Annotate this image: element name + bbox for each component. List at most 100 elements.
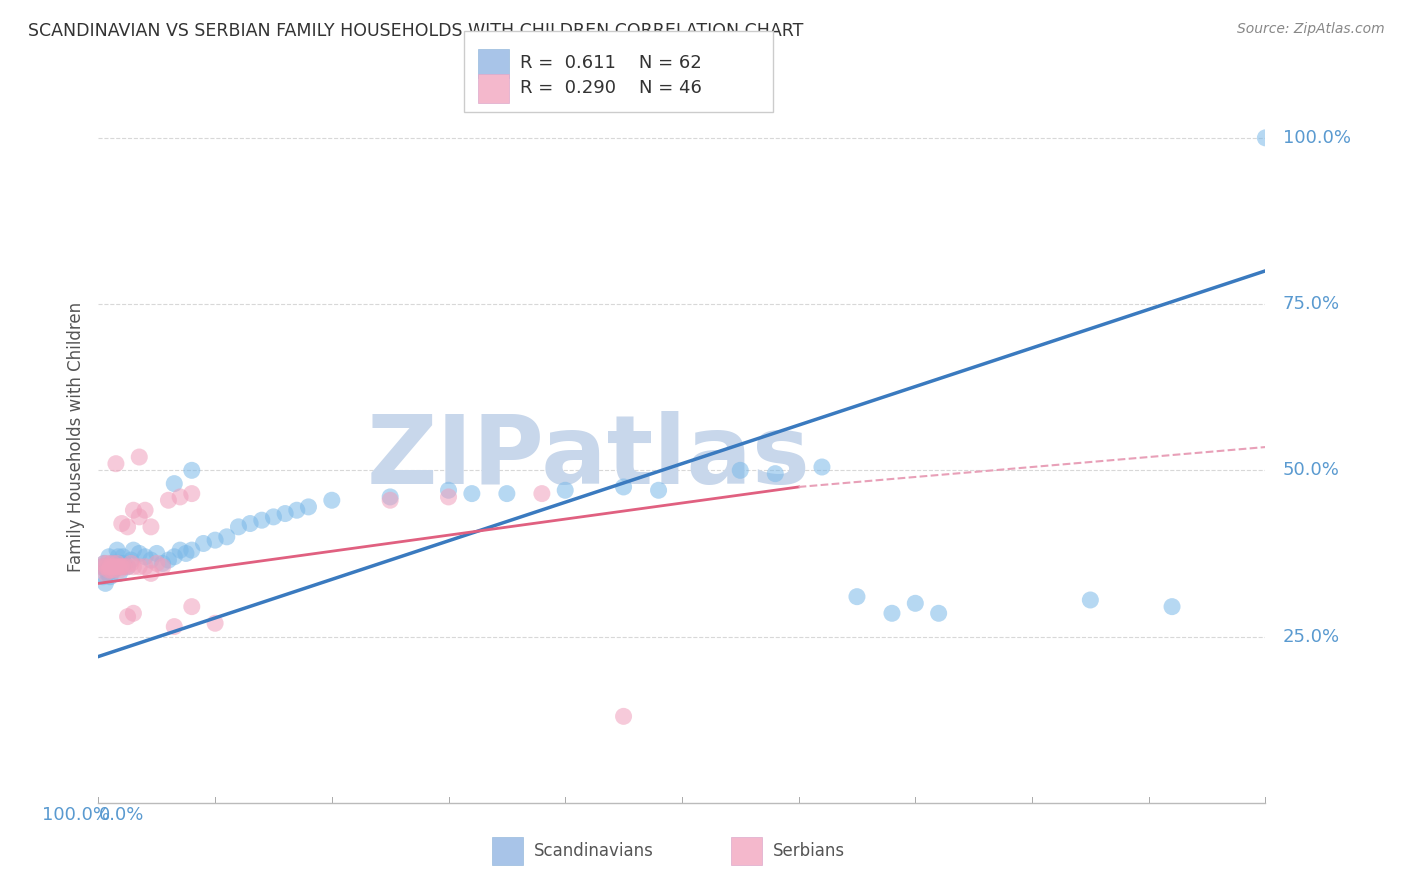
Point — [146, 557, 169, 571]
Point — [128, 509, 150, 524]
Point — [134, 503, 156, 517]
Text: 25.0%: 25.0% — [1282, 628, 1340, 646]
Point — [122, 543, 145, 558]
Point — [380, 490, 402, 504]
Point — [904, 596, 927, 610]
Point — [105, 557, 128, 571]
Point — [104, 557, 127, 571]
Point — [100, 557, 122, 571]
Point — [169, 543, 191, 558]
Point — [112, 559, 135, 574]
Point — [128, 546, 150, 560]
Point — [96, 563, 118, 577]
Point — [110, 557, 132, 571]
Point — [163, 476, 186, 491]
Point — [108, 563, 131, 577]
Text: Source: ZipAtlas.com: Source: ZipAtlas.com — [1237, 22, 1385, 37]
Point — [94, 566, 117, 581]
Point — [763, 467, 786, 481]
Point — [97, 563, 120, 577]
Text: 50.0%: 50.0% — [1282, 461, 1340, 479]
Point — [1254, 131, 1277, 145]
Point — [811, 460, 834, 475]
Point — [612, 480, 634, 494]
Point — [647, 483, 669, 498]
Point — [174, 546, 197, 560]
Point — [117, 559, 139, 574]
Point — [101, 557, 124, 571]
Point — [104, 559, 127, 574]
Point — [107, 559, 129, 574]
Text: 100.0%: 100.0% — [42, 806, 110, 824]
Point — [239, 516, 262, 531]
Point — [122, 503, 145, 517]
Point — [93, 557, 115, 571]
Point — [169, 490, 191, 504]
Point — [180, 599, 202, 614]
Text: 75.0%: 75.0% — [1282, 295, 1340, 313]
Point — [97, 566, 120, 581]
Point — [163, 549, 186, 564]
Point — [730, 463, 752, 477]
Point — [117, 520, 139, 534]
Point — [117, 609, 139, 624]
Point — [139, 520, 162, 534]
Point — [157, 553, 180, 567]
Point — [111, 516, 134, 531]
Point — [880, 607, 903, 621]
Point — [111, 559, 134, 574]
Point — [111, 549, 134, 564]
Point — [103, 559, 125, 574]
Point — [285, 503, 308, 517]
Point — [461, 486, 484, 500]
Text: R =  0.290    N = 46: R = 0.290 N = 46 — [520, 79, 702, 97]
Point — [437, 490, 460, 504]
Point — [112, 557, 135, 571]
Point — [215, 530, 238, 544]
Point — [117, 559, 139, 574]
Text: 0.0%: 0.0% — [98, 806, 143, 824]
Point — [204, 533, 226, 548]
Point — [204, 616, 226, 631]
Point — [90, 559, 112, 574]
Point — [104, 559, 127, 574]
Point — [157, 493, 180, 508]
Point — [134, 549, 156, 564]
Point — [91, 570, 114, 584]
Point — [90, 559, 112, 574]
Point — [94, 576, 117, 591]
Point — [152, 557, 174, 571]
Point — [530, 486, 553, 500]
Point — [104, 457, 127, 471]
Point — [128, 450, 150, 464]
Text: SCANDINAVIAN VS SERBIAN FAMILY HOUSEHOLDS WITH CHILDREN CORRELATION CHART: SCANDINAVIAN VS SERBIAN FAMILY HOUSEHOLD… — [28, 22, 803, 40]
Point — [163, 619, 186, 633]
Point — [93, 557, 115, 571]
Point — [107, 549, 129, 564]
Point — [97, 549, 120, 564]
Point — [134, 559, 156, 574]
Point — [122, 559, 145, 574]
Point — [103, 563, 125, 577]
Point — [612, 709, 634, 723]
Point — [228, 520, 250, 534]
Point — [846, 590, 869, 604]
Point — [262, 509, 284, 524]
Point — [139, 553, 162, 567]
Point — [98, 570, 121, 584]
Text: Scandinavians: Scandinavians — [534, 842, 654, 860]
Point — [122, 607, 145, 621]
Point — [380, 493, 402, 508]
Point — [120, 553, 142, 567]
Point — [928, 607, 950, 621]
Text: Serbians: Serbians — [773, 842, 845, 860]
Point — [297, 500, 319, 514]
Point — [1080, 593, 1102, 607]
Point — [554, 483, 576, 498]
Point — [496, 486, 519, 500]
Point — [110, 559, 132, 574]
Point — [146, 546, 169, 560]
Point — [128, 559, 150, 574]
Point — [108, 566, 131, 581]
Point — [104, 563, 127, 577]
